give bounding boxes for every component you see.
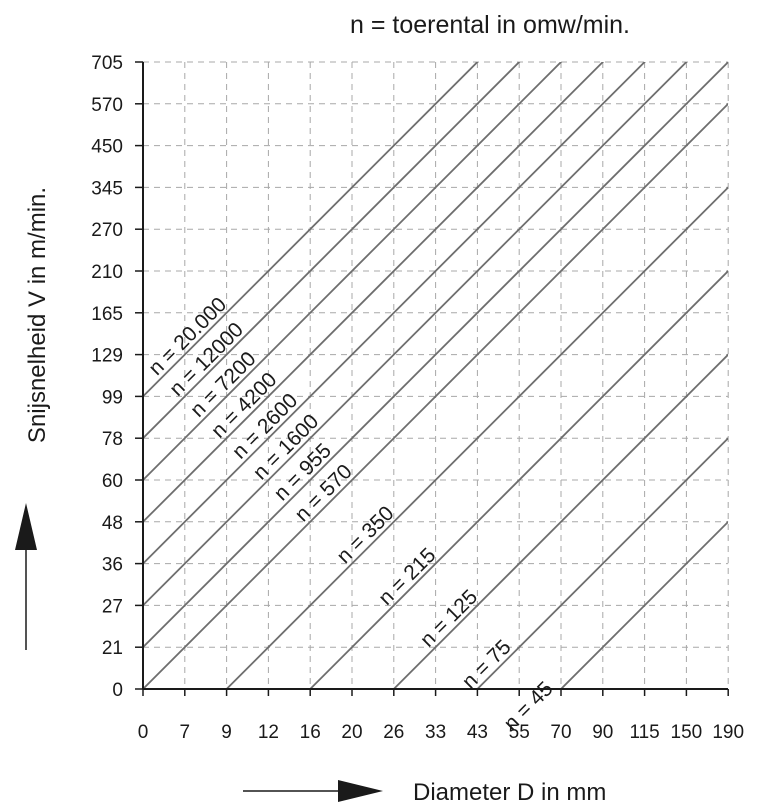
rpm-line xyxy=(143,62,521,439)
x-axis-arrow-head xyxy=(338,780,383,802)
rpm-line-label: n = 350 xyxy=(332,502,398,568)
x-axis-arrow xyxy=(243,780,383,802)
y-axis-arrow xyxy=(15,503,37,650)
x-tick-label: 9 xyxy=(221,722,232,743)
x-tick-label: 55 xyxy=(509,722,530,743)
x-tick-label: 12 xyxy=(258,722,279,743)
y-tick-label: 345 xyxy=(91,178,123,199)
y-axis-arrow-head xyxy=(15,503,37,550)
x-tick-label: 90 xyxy=(592,722,613,743)
rpm-line xyxy=(143,62,605,523)
y-tick-label: 570 xyxy=(91,95,123,116)
rpm-line xyxy=(560,520,728,689)
rpm-line-label: n = 215 xyxy=(374,544,440,610)
rpm-line xyxy=(143,62,688,607)
y-tick-label: 99 xyxy=(102,387,123,408)
rpm-line xyxy=(143,62,479,398)
x-tick-label: 43 xyxy=(467,722,488,743)
y-tick-label: 78 xyxy=(102,429,123,450)
rpm-line xyxy=(143,62,646,565)
rpm-line xyxy=(143,102,728,689)
x-tick-label: 20 xyxy=(341,722,362,743)
y-tick-label: 0 xyxy=(112,680,123,701)
rpm-line xyxy=(309,269,728,689)
y-tick-label: 21 xyxy=(102,638,123,659)
rpm-line xyxy=(143,62,728,648)
x-tick-label: 26 xyxy=(383,722,404,743)
y-tick-label: 36 xyxy=(102,555,123,576)
rpm-line xyxy=(393,353,728,689)
y-tick-label: 450 xyxy=(91,137,123,158)
y-tick-label: 48 xyxy=(102,513,123,534)
y-tick-label: 270 xyxy=(91,220,123,241)
x-tick-label: 0 xyxy=(138,722,149,743)
y-tick-label: 165 xyxy=(91,304,123,325)
tick-labels: 0 7 9 12 16 20 26 33 43 55 70 90 115 150 190 0 21 27 36 48 6… xyxy=(91,53,744,743)
x-axis-label: Diameter D in mm xyxy=(413,779,606,805)
x-tick-label: 150 xyxy=(671,722,703,743)
rpm-line xyxy=(476,437,728,689)
y-tick-label: 705 xyxy=(91,53,123,74)
rpm-line xyxy=(225,186,728,689)
y-tick-label: 27 xyxy=(102,596,123,617)
y-axis-label: Snijsnelheid V in m/min. xyxy=(24,187,51,443)
chart-title: n = toerental in omw/min. xyxy=(350,11,630,39)
x-tick-label: 70 xyxy=(550,722,571,743)
y-tick-label: 129 xyxy=(91,346,123,367)
x-tick-label: 33 xyxy=(425,722,446,743)
rpm-line-label: n = 75 xyxy=(458,635,516,693)
rpm-lines xyxy=(143,62,728,689)
y-tick-label: 60 xyxy=(102,471,123,492)
rpm-line xyxy=(143,62,563,481)
x-tick-label: 115 xyxy=(629,722,659,743)
x-tick-label: 190 xyxy=(712,722,744,743)
y-tick-label: 210 xyxy=(91,262,123,283)
x-tick-label: 7 xyxy=(180,722,191,743)
grid xyxy=(143,61,729,689)
x-tick-label: 16 xyxy=(300,722,321,743)
rpm-line-label: n = 125 xyxy=(416,585,482,651)
